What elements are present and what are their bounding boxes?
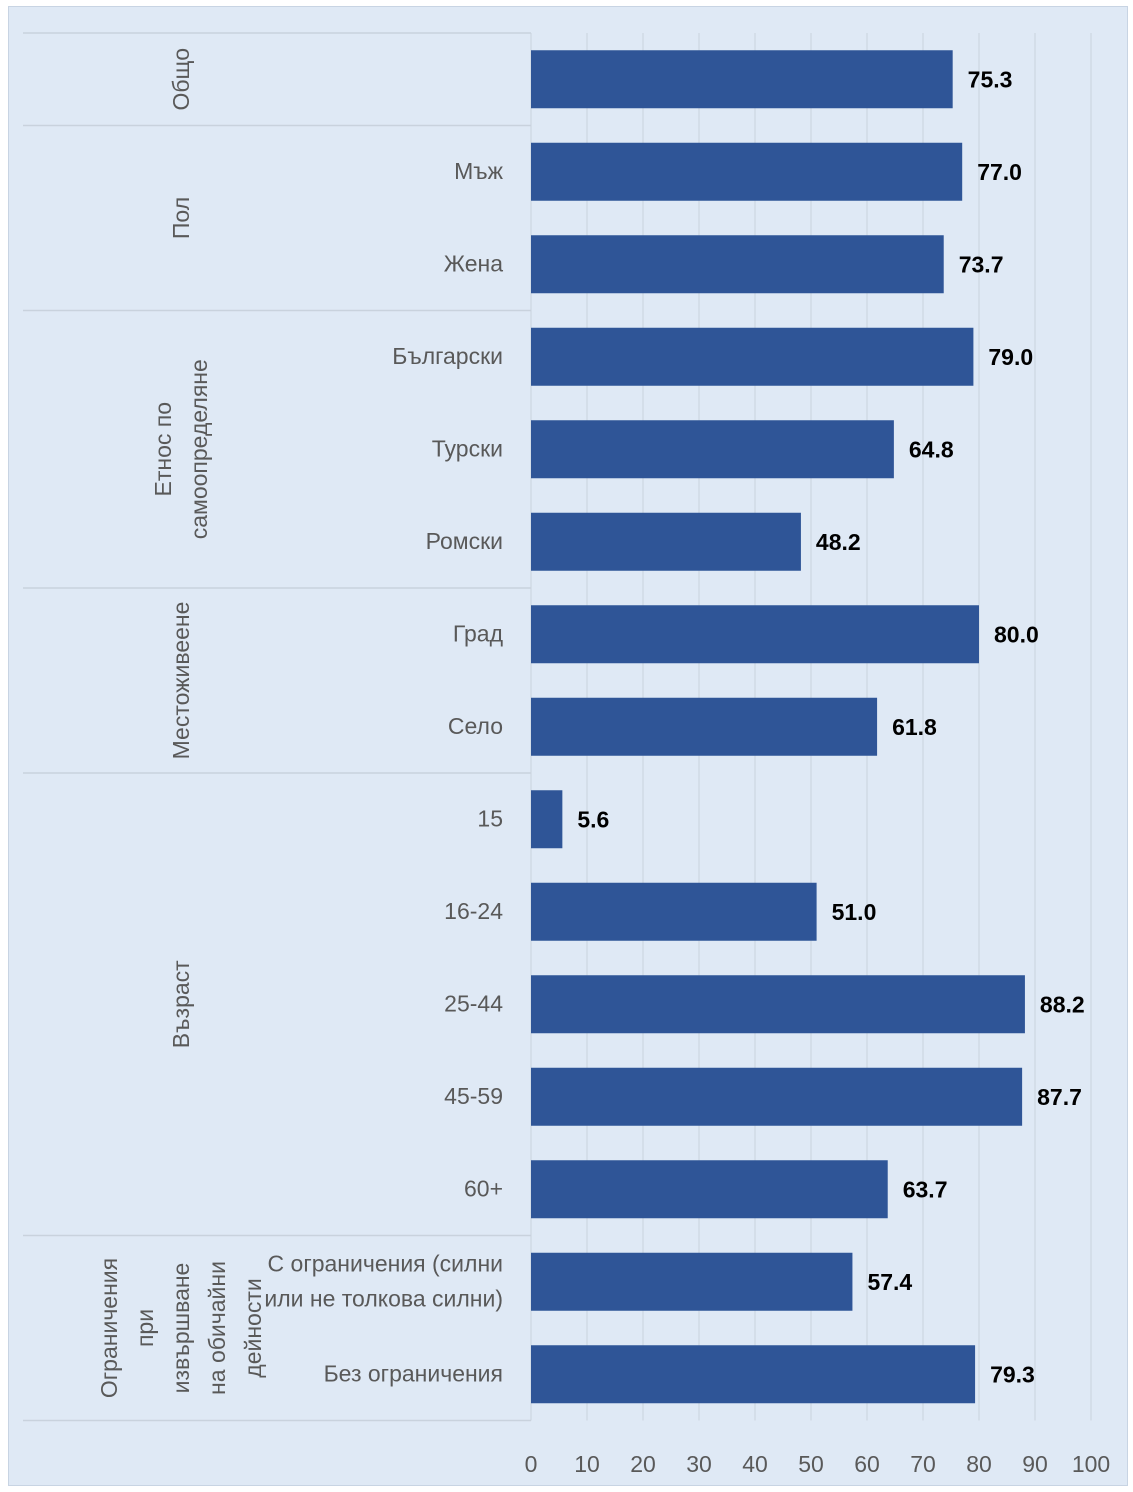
data-label: 63.7 xyxy=(903,1176,948,1202)
data-label: 88.2 xyxy=(1040,991,1085,1017)
x-tick-label: 10 xyxy=(574,1451,600,1477)
data-label: 57.4 xyxy=(867,1269,912,1295)
bar xyxy=(531,512,801,571)
category-label: 45-59 xyxy=(444,1083,503,1109)
data-label: 64.8 xyxy=(909,436,954,462)
bar xyxy=(531,142,963,201)
bar xyxy=(531,50,953,109)
category-label: Село xyxy=(448,713,503,739)
bar xyxy=(531,1160,888,1219)
group-label: Ограничения при извършване на обичайни дейно… xyxy=(96,1258,266,1398)
x-tick-label: 50 xyxy=(798,1451,824,1477)
data-label: 77.0 xyxy=(977,159,1022,185)
x-tick-label: 90 xyxy=(1022,1451,1048,1477)
category-label: 25-44 xyxy=(444,990,503,1016)
x-tick-label: 70 xyxy=(910,1451,936,1477)
x-tick-label: 40 xyxy=(742,1451,768,1477)
data-label: 51.0 xyxy=(832,899,877,925)
bar xyxy=(531,327,974,386)
bar xyxy=(531,790,563,849)
bar xyxy=(531,605,979,664)
category-label: Мъж xyxy=(454,158,504,184)
bar xyxy=(531,1345,976,1404)
data-label: 87.7 xyxy=(1037,1084,1082,1110)
data-label: 73.7 xyxy=(959,251,1004,277)
chart-frame: 0 10 20 30 40 50 60 70 80 90 100 Общо 75.3 Пол 77.0 Мъж… xyxy=(8,6,1128,1486)
data-label: 79.3 xyxy=(990,1361,1035,1387)
data-label: 5.6 xyxy=(577,806,609,832)
group-label: Етнос по самоопределяне xyxy=(150,359,212,539)
category-label: 60+ xyxy=(464,1175,503,1201)
x-tick-label: 20 xyxy=(630,1451,656,1477)
data-label: 61.8 xyxy=(892,714,937,740)
category-label: Турски xyxy=(432,435,503,461)
x-tick-label: 100 xyxy=(1072,1451,1110,1477)
category-label: С ограничения (силни или не толкова силни… xyxy=(264,1250,503,1311)
category-label: Без ограничения xyxy=(324,1360,503,1386)
bar xyxy=(531,1252,853,1311)
category-label: 15 xyxy=(477,805,503,831)
x-tick-label: 30 xyxy=(686,1451,712,1477)
x-tick-label: 60 xyxy=(854,1451,880,1477)
group-label: Възраст xyxy=(168,960,194,1048)
category-label: Жена xyxy=(444,250,503,276)
data-label: 79.0 xyxy=(988,344,1033,370)
bar xyxy=(531,882,817,941)
bar xyxy=(531,235,944,294)
data-label: 80.0 xyxy=(994,621,1039,647)
bar xyxy=(531,697,878,756)
group-label: Пол xyxy=(168,197,194,239)
category-label: Ромски xyxy=(426,528,503,554)
group-label: Общо xyxy=(168,48,194,111)
category-label: Български xyxy=(392,343,503,369)
bar xyxy=(531,975,1025,1034)
category-label: Град xyxy=(453,620,504,646)
bar-chart: 0 10 20 30 40 50 60 70 80 90 100 Общо 75.3 Пол 77.0 Мъж… xyxy=(23,32,1110,1477)
x-tick-label: 80 xyxy=(966,1451,992,1477)
data-label: 75.3 xyxy=(968,66,1013,92)
bar xyxy=(531,1067,1023,1126)
category-label: 16-24 xyxy=(444,898,503,924)
group-label: Местоживеене xyxy=(168,602,194,760)
bar xyxy=(531,420,894,479)
data-label: 48.2 xyxy=(816,529,861,555)
x-tick-label: 0 xyxy=(525,1451,538,1477)
